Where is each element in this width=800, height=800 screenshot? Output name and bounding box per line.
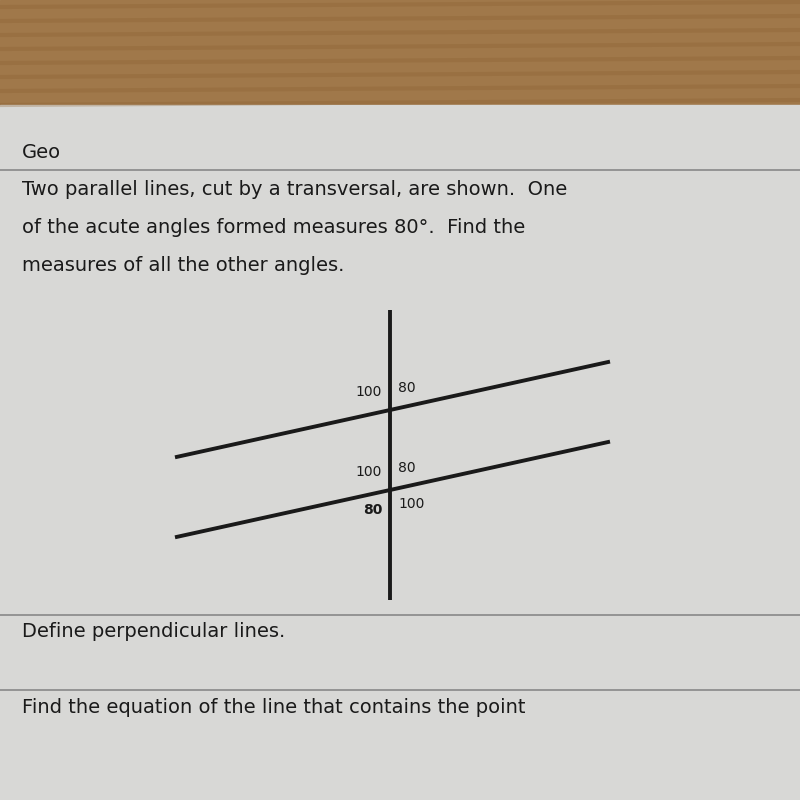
Text: Define perpendicular lines.: Define perpendicular lines. (22, 622, 286, 641)
Bar (0, 0, 800, 105)
Text: Geo: Geo (22, 143, 61, 162)
Text: 100: 100 (356, 465, 382, 479)
Text: Two parallel lines, cut by a transversal, are shown.  One: Two parallel lines, cut by a transversal… (22, 180, 567, 199)
Text: 80: 80 (362, 503, 382, 517)
Bar (0, 105, 800, 800)
Text: measures of all the other angles.: measures of all the other angles. (22, 256, 344, 275)
Text: Find the equation of the line that contains the point: Find the equation of the line that conta… (22, 698, 526, 717)
Text: 80: 80 (398, 461, 416, 475)
Text: 100: 100 (398, 497, 424, 511)
Text: 80: 80 (398, 381, 416, 395)
Text: 100: 100 (356, 385, 382, 399)
Text: of the acute angles formed measures 80°.  Find the: of the acute angles formed measures 80°.… (22, 218, 526, 237)
